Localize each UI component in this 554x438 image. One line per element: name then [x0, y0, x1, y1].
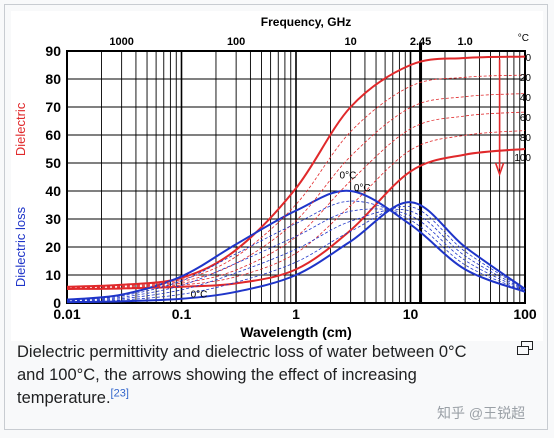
x-axis-label: Wavelength (cm)	[240, 324, 352, 340]
chart-frame: 0 10 20 30 40 50 60 70 80 90 0.01 0.1 1 10 100 Waveleng…	[11, 11, 543, 341]
loss-curve-intermediate	[66, 209, 526, 302]
loss-curve-intermediate	[66, 200, 526, 301]
annotation-label: 0°C	[191, 289, 208, 300]
y-tick-label: 70	[45, 99, 61, 115]
temperature-label: 40	[520, 93, 532, 104]
y-tick-label: 0	[53, 295, 61, 311]
watermark: 知乎 @王锐超	[437, 405, 526, 421]
x-tick-label: 0.1	[172, 306, 192, 322]
y-axis-label-loss: Dielectric loss	[13, 206, 28, 287]
x-tick-label: 1	[292, 306, 300, 322]
temperature-label: 20	[520, 73, 532, 84]
temperature-label: 60	[520, 113, 532, 124]
temperature-label: 100	[514, 153, 531, 164]
figure-caption: Dielectric permittivity and dielectric l…	[17, 341, 497, 410]
loss-curve-intermediate	[66, 205, 526, 303]
temperature-arrowhead	[494, 162, 505, 177]
y-axis-label-permittivity: Dielectric	[13, 102, 28, 156]
plot-frame	[66, 50, 526, 304]
y-tick-label: 40	[45, 183, 61, 199]
top-tick-label: 2.45	[410, 36, 431, 48]
y-tick-label: 80	[45, 71, 61, 87]
top-tick-label: 10	[345, 36, 357, 48]
temperature-label: 80	[520, 133, 532, 144]
y-tick-label: 90	[45, 43, 61, 59]
x-tick-label: 0.01	[53, 306, 80, 322]
x-tick-label: 10	[403, 306, 419, 322]
permittivity-curve-100c	[66, 148, 526, 290]
temperature-label: 0	[525, 53, 531, 64]
loss-curve-intermediate	[66, 208, 526, 302]
citation-link[interactable]: [23]	[110, 387, 129, 400]
top-tick-label: 100	[227, 36, 245, 48]
top-tick-label: 1.0	[457, 36, 472, 48]
permittivity-curve-intermediate	[66, 93, 526, 289]
top-tick-label: 1000	[109, 36, 133, 48]
y-tick-label: 60	[45, 127, 61, 143]
permittivity-curve-intermediate	[66, 130, 526, 289]
loss-curve-0c	[66, 189, 526, 301]
y-tick-label: 10	[45, 267, 61, 283]
figure-container: 0 10 20 30 40 50 60 70 80 90 0.01 0.1 1 10 100 Waveleng…	[4, 4, 548, 430]
annotation-label: 0°C	[340, 170, 357, 181]
enlarge-icon[interactable]	[517, 341, 533, 355]
y-tick-label: 20	[45, 239, 61, 255]
annotation-label: 0°C	[354, 183, 371, 194]
temperature-unit-label: °C	[518, 33, 529, 44]
caption-text: Dielectric permittivity and dielectric l…	[17, 343, 467, 407]
loss-curve-100c	[66, 201, 526, 304]
permittivity-curve-intermediate	[66, 74, 526, 288]
permittivity-curve-intermediate	[66, 111, 526, 289]
top-axis-label: Frequency, GHz	[261, 15, 351, 29]
y-tick-label: 50	[45, 155, 61, 171]
y-tick-label: 30	[45, 211, 61, 227]
permittivity-curve-0c	[66, 55, 526, 288]
x-tick-label: 100	[513, 306, 537, 322]
